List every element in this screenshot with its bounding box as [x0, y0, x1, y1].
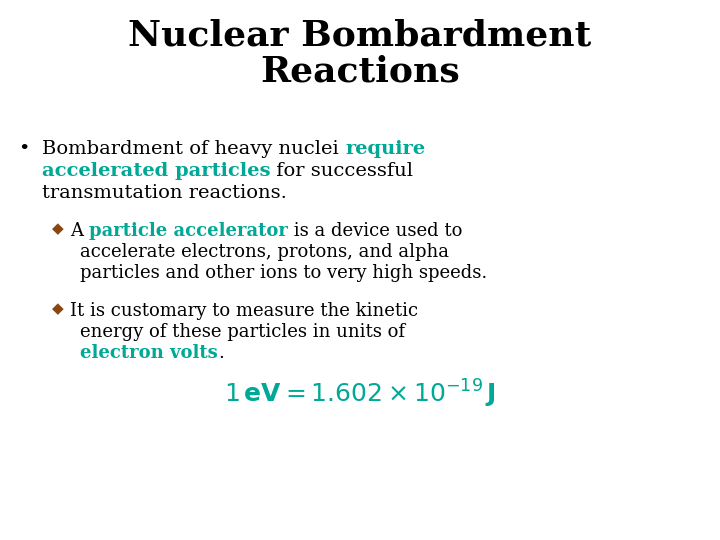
Text: ◆: ◆ [52, 222, 64, 236]
Text: for successful: for successful [271, 162, 413, 180]
Text: Nuclear Bombardment: Nuclear Bombardment [128, 18, 592, 52]
Text: $1\,\mathbf{eV} = 1.602 \times 10^{-19}\,\mathbf{J}$: $1\,\mathbf{eV} = 1.602 \times 10^{-19}\… [224, 378, 496, 410]
Text: particle accelerator: particle accelerator [89, 222, 287, 240]
Text: •: • [18, 140, 30, 158]
Text: A: A [70, 222, 89, 240]
Text: particles and other ions to very high speeds.: particles and other ions to very high sp… [80, 264, 487, 282]
Text: transmutation reactions.: transmutation reactions. [42, 184, 287, 202]
Text: Bombardment of heavy nuclei: Bombardment of heavy nuclei [42, 140, 345, 158]
Text: is a device used to: is a device used to [287, 222, 462, 240]
Text: accelerate electrons, protons, and alpha: accelerate electrons, protons, and alpha [80, 243, 449, 261]
Text: require: require [345, 140, 425, 158]
Text: energy of these particles in units of: energy of these particles in units of [80, 323, 405, 341]
Text: accelerated particles: accelerated particles [42, 162, 271, 180]
Text: It is customary to measure the kinetic: It is customary to measure the kinetic [70, 302, 418, 320]
Text: ◆: ◆ [52, 302, 64, 316]
Text: .: . [217, 344, 224, 362]
Text: Reactions: Reactions [260, 54, 460, 88]
Text: electron volts: electron volts [80, 344, 217, 362]
